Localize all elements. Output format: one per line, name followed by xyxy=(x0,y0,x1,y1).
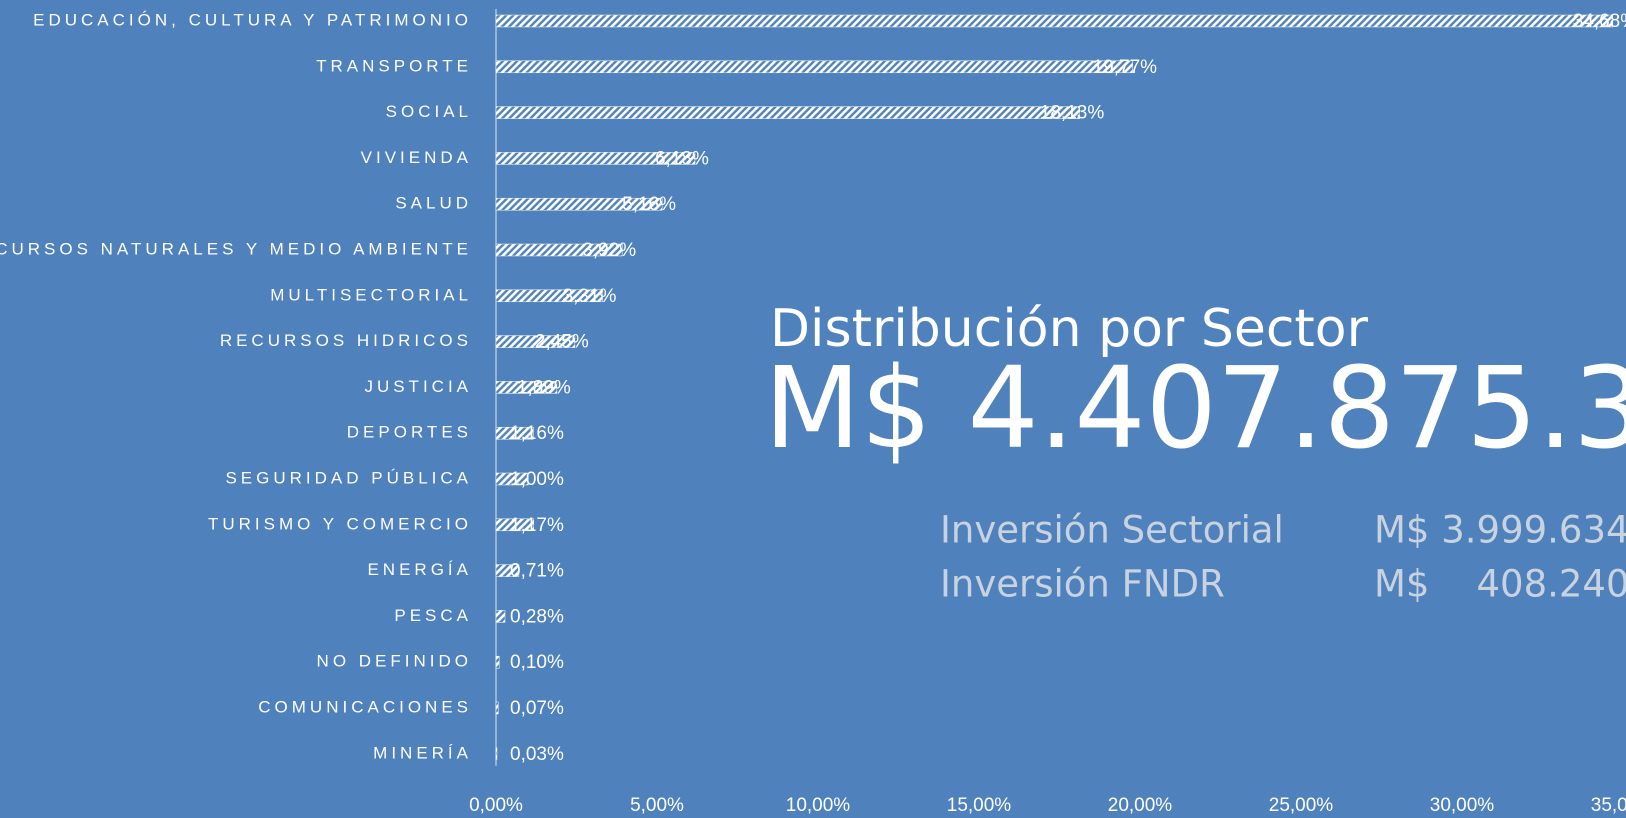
value-label: 34,68% xyxy=(1573,11,1626,32)
bar xyxy=(495,14,1613,28)
bar xyxy=(495,289,603,303)
value-label: 19,77% xyxy=(1093,57,1158,78)
bar xyxy=(495,610,506,623)
amount: M$ 408.240 xyxy=(1374,563,1626,606)
bar xyxy=(495,60,1133,74)
value-label: 1,89% xyxy=(517,377,571,398)
value-label: 0,28% xyxy=(510,606,564,627)
category-label: TRANSPORTE xyxy=(316,56,472,75)
category-label: VIVIENDA xyxy=(361,148,472,167)
category-label: EDUCACIÓN, CULTURA Y PATRIMONIO xyxy=(33,10,472,29)
category-label: SALUD xyxy=(395,194,472,213)
value-label: 6,18% xyxy=(655,148,709,169)
value-label: 1,16% xyxy=(510,423,564,444)
value-label: 1,00% xyxy=(510,469,564,490)
category-label: SEGURIDAD PÚBLICA xyxy=(225,468,472,487)
bar xyxy=(495,655,500,669)
category-label: DEPORTES xyxy=(347,423,472,442)
bar xyxy=(495,335,576,348)
bar xyxy=(495,243,623,257)
category-label: MINERÍA xyxy=(373,743,472,762)
bar xyxy=(495,472,529,486)
title: Distribución por Sector xyxy=(770,299,1369,359)
value-label: 5,16% xyxy=(622,194,676,215)
bar xyxy=(495,518,534,532)
bar xyxy=(495,564,520,577)
x-tick-label: 20,00% xyxy=(1108,795,1173,816)
value-label: 3,92% xyxy=(582,240,636,261)
value-label: 2,45% xyxy=(535,332,589,353)
category-label: MULTISECTORIAL xyxy=(270,285,472,304)
category-label: NO DEFINIDO xyxy=(317,652,472,671)
category-label: PESCA xyxy=(394,606,472,625)
category-label: COMUNICACIONES xyxy=(258,697,472,716)
bar xyxy=(495,106,1081,119)
x-tick-label: 0,00% xyxy=(469,795,523,816)
x-tick-label: 10,00% xyxy=(786,795,851,816)
category-label: JUSTICIA xyxy=(364,377,472,396)
label: Inversión Sectorial xyxy=(940,509,1284,552)
amount: M$ 3.999.634 xyxy=(1374,509,1626,552)
category-label: RECURSOS NATURALES Y MEDIO AMBIENTE xyxy=(0,239,472,258)
total: M$ 4.407.875.39 xyxy=(764,344,1626,474)
category-label: RECURSOS HIDRICOS xyxy=(220,331,472,350)
value-label: 0,03% xyxy=(510,744,564,765)
bar xyxy=(495,701,499,715)
bar xyxy=(495,747,498,761)
bar xyxy=(495,381,558,394)
category-label: TURISMO Y COMERCIO xyxy=(208,514,472,533)
value-label: 0,71% xyxy=(510,561,564,582)
category-label: SOCIAL xyxy=(386,102,472,121)
bar xyxy=(495,197,663,211)
x-tick-label: 35,00% xyxy=(1591,795,1626,816)
x-tick-label: 15,00% xyxy=(947,795,1012,816)
value-label: 3,31% xyxy=(563,286,617,307)
x-tick-label: 5,00% xyxy=(630,795,684,816)
bar xyxy=(495,152,696,165)
bar xyxy=(495,426,534,440)
x-tick-label: 25,00% xyxy=(1269,795,1334,816)
x-tick-label: 30,00% xyxy=(1430,795,1495,816)
value-label: 0,10% xyxy=(510,652,564,673)
category-label: ENERGÍA xyxy=(367,560,472,579)
value-label: 18,13% xyxy=(1040,103,1105,124)
value-label: 0,07% xyxy=(510,698,564,719)
value-label: 1,17% xyxy=(510,515,564,536)
label: Inversión FNDR xyxy=(940,563,1225,606)
